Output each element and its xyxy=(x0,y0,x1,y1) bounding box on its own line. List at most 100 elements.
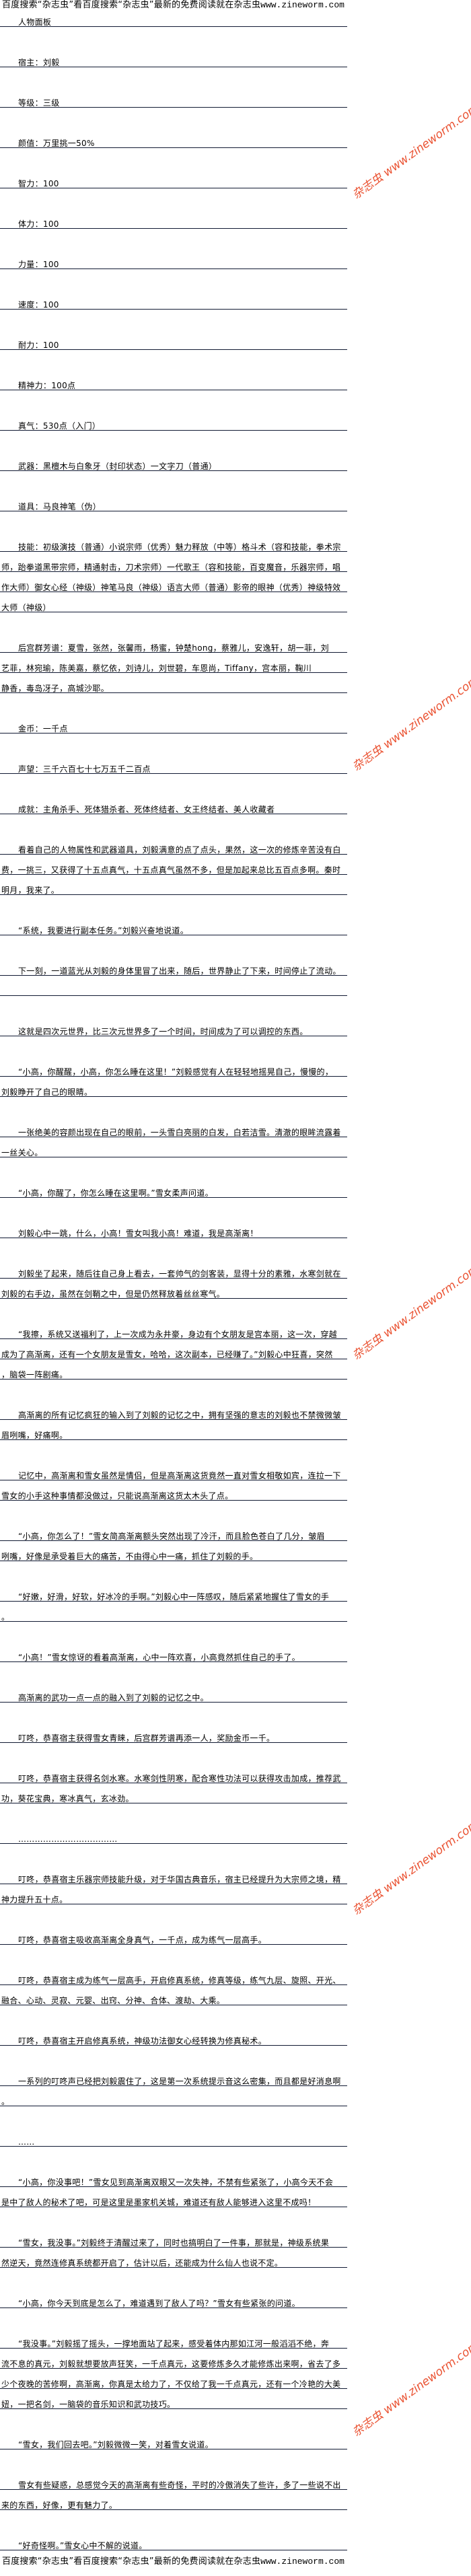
banner-url-link[interactable]: www.zineworm.com xyxy=(260,0,345,10)
text-line: ，脑袋一阵剧痛。 xyxy=(0,1365,347,1385)
paragraph: “我没事。”刘毅摇了摇头，一撑地面站了起来，感受着体内那如江河一般滔滔不绝，奔流… xyxy=(0,2334,347,2414)
paragraph: 精神力：100点 xyxy=(0,375,347,396)
paragraph: “我擦，系统又送福利了，上一次成为永井豪，身边有个女朋友是宫本丽，这一次，穿越成… xyxy=(0,1324,347,1385)
paragraph: …… xyxy=(0,2132,347,2152)
paragraph: 体力：100 xyxy=(0,214,347,234)
paragraph: 刘毅坐了起来，随后往自己身上看去，一套帅气的剑客装，显得十分的素雅，水寒剑就在刘… xyxy=(0,1264,347,1304)
paragraph: 声望：三千六百七十七万五千二百点 xyxy=(0,759,347,779)
text-line: 这就是四次元世界，比三次元世界多了一个时间，时间成为了可以调控的东西。 xyxy=(0,1022,347,1042)
paragraph: 刘毅心中一跳，什么，小高！雪女叫我小高！难道，我是高渐离！ xyxy=(0,1223,347,1244)
paragraph: 高渐离的所有记忆疯狂的输入到了刘毅的记忆之中，拥有坚强的意志的刘毅也不禁微微皱眉… xyxy=(0,1405,347,1445)
paragraph: 下一刻，一道蓝光从刘毅的身体里冒了出来，随后，世界静止了下来，时间停止了流动。 xyxy=(0,961,347,1001)
text-line: 雪女有些疑惑，总感觉今天的高渐离有些奇怪，平时的冷傲消失了些许，多了一些说不出 xyxy=(0,2475,347,2495)
banner-url-link[interactable]: www.zineworm.com xyxy=(260,2556,345,2567)
text-line: 叮咚，恭喜宿主乐器宗师技能升级，对于华国古典音乐，宿主已经提升为大宗师之境，精 xyxy=(0,1869,347,1890)
text-line: 刘毅心中一跳，什么，小高！雪女叫我小高！难道，我是高渐离！ xyxy=(0,1223,347,1244)
paragraph: 高渐离的武功一点一点的融入到了刘毅的记忆之中。 xyxy=(0,1688,347,1708)
paragraph: 耐力：100 xyxy=(0,335,347,355)
text-line: ……………………………… xyxy=(0,1829,347,1849)
text-line: 下一刻，一道蓝光从刘毅的身体里冒了出来，随后，世界静止了下来，时间停止了流动。 xyxy=(0,961,347,981)
text-line: 颜值：万里挑一50% xyxy=(0,133,347,153)
paragraph: 一系列的叮咚声已经把刘毅震住了，这是第一次系统提示音这么密集，而且都是好消息啊。 xyxy=(0,2071,347,2112)
paragraph: 颜值：万里挑一50% xyxy=(0,133,347,153)
paragraph: 后宫群芳谱：夏雪，张然，张馨雨，杨蜜，钟楚hong，蔡雅儿，安逸轩，胡一菲，刘艺… xyxy=(0,638,347,699)
text-line: 一张绝美的容颜出现在自己的眼前，一头雪白亮丽的白发，白若洁雪。清澈的眼眸流露着 xyxy=(0,1122,347,1143)
text-line: 记忆中，高渐离和雪女虽然是情侣，但是高渐离这货竟然一直对雪女相敬如宾，连拉一下 xyxy=(0,1466,347,1486)
paragraph: 雪女有些疑惑，总感觉今天的高渐离有些奇怪，平时的冷傲消失了些许，多了一些说不出来… xyxy=(0,2475,347,2515)
paragraph: 叮咚，恭喜宿主成为练气一层高手，开启修真系统，修真等级，练气九层、旋照、开光、融… xyxy=(0,1970,347,2011)
chapter-content: 人物面板 宿主：刘毅 等级：三级 颜值：万里挑一50% 智力：100 体力：100 力量：1… xyxy=(0,12,347,2576)
banner-text: 百度搜索“杂志虫”看百度搜索“杂志虫”最新的免费阅读就在杂志虫 xyxy=(2,2556,261,2567)
paragraph: 叮咚，恭喜宿主吸收高渐离全身真气，一千点，成为练气一层高手。 xyxy=(0,1930,347,1950)
paragraph: 叮咚，恭喜宿主获得雪女青睐，后宫群芳谱再添一人，奖励金币一千。 xyxy=(0,1728,347,1748)
text-line: 成为了高渐离，还有一个女朋友是雪女，哈哈，这次副本，已经赚了。”刘毅心中狂喜，突… xyxy=(0,1345,347,1365)
paragraph: 武器：黑檀木与白象牙（封印状态）一文字刀（普通） xyxy=(0,456,347,476)
header-banner: 百度搜索“杂志虫”看百度搜索“杂志虫”最新的免费阅读就在杂志虫www.zinew… xyxy=(2,0,345,11)
text-line: 看着自己的人物属性和武器道具，刘毅满意的点了点头，果然，这一次的修炼辛苦没有白 xyxy=(0,840,347,860)
text-line: 妞，一把名剑，一脑袋的音乐知识和武功技巧。 xyxy=(0,2394,347,2414)
text-line: 作大师）御女心经（神级）神笔马良（神级）语言大师（普通）影帝的眼神（优秀）神级特… xyxy=(0,577,347,598)
text-line: “雪女，我没事。”刘毅终于清醒过来了，同时也搞明白了一件事，那就是，神级系统果 xyxy=(0,2233,347,2253)
text-line: 流不息的真元，刘毅就想要放声狂笑，一千点真元，这要修炼多久才能修炼出来啊，省去了… xyxy=(0,2354,347,2374)
text-line: “小高，你醒醒，小高，你怎么睡在这里！”刘毅感觉有人在轻轻地摇晃自己，慢慢的， xyxy=(0,1062,347,1082)
text-line: 宿主：刘毅 xyxy=(0,52,347,73)
text-line: 刘毅的右手边，虽然在剑鞘之中，但是仍然释放着丝丝寒气。 xyxy=(0,1284,347,1304)
paragraph: 叮咚，恭喜宿主开启修真系统，神级功法御女心经转换为修真秘术。 xyxy=(0,2031,347,2051)
text-line: …… xyxy=(0,2132,347,2152)
text-line: 大师（神级） xyxy=(0,598,347,618)
watermark: 杂志虫 www.zineworm.com xyxy=(350,1817,471,1918)
text-line: “我没事。”刘毅摇了摇头，一撑地面站了起来，感受着体内那如江河一般滔滔不绝，奔 xyxy=(0,2334,347,2354)
text-line: 叮咚，恭喜宿主吸收高渐离全身真气，一千点，成为练气一层高手。 xyxy=(0,1930,347,1950)
paragraph: 一张绝美的容颜出现在自己的眼前，一头雪白亮丽的白发，白若洁雪。清澈的眼眸流露着一… xyxy=(0,1122,347,1163)
text-line: 功，葵花宝典，寒冰真气，玄冰劲。 xyxy=(0,1789,347,1809)
paragraph: “雪女，我们回去吧。”刘毅微微一笑，对着雪女说道。 xyxy=(0,2435,347,2455)
text-line: 费，一挑三，又获得了十五点真气，十五点真气虽然不多，但是加起来总比五百点多啊。秦… xyxy=(0,860,347,880)
paragraph: 速度：100 xyxy=(0,295,347,315)
watermark: 杂志虫 www.zineworm.com xyxy=(350,1262,471,1363)
paragraph: 道具：马良神笔（伪） xyxy=(0,497,347,517)
text-line: “好嫩，好滑，好软，好冰冷的手啊。”刘毅心中一阵感叹，随后紧紧地握住了雪女的手 xyxy=(0,1587,347,1607)
text-line: 金币：一千点 xyxy=(0,719,347,739)
text-line: 神力提升五十点。 xyxy=(0,1890,347,1910)
text-line: 明月，我来了。 xyxy=(0,880,347,900)
paragraph: ……………………………… xyxy=(0,1829,347,1849)
paragraph: “小高，你怎么了！”雪女简高渐离额头突然出现了冷汗，而且脸色苍白了几分，皱眉 咧嘴… xyxy=(0,1526,347,1567)
text-line: 智力：100 xyxy=(0,174,347,194)
text-line: “小高，你今天到底是怎么了，难道遇到了敌人了吗？”雪女有些紧张的问道。 xyxy=(0,2293,347,2314)
text-line: 来的东西，好像，更有魅力了。 xyxy=(0,2495,347,2515)
text-line: “小高，你醒了，你怎么睡在这里啊。”雪女柔声问道。 xyxy=(0,1183,347,1203)
text-line: “雪女，我们回去吧。”刘毅微微一笑，对着雪女说道。 xyxy=(0,2435,347,2455)
text-line: “小高，你没事吧！”雪女见到高渐离双眼又一次失神，不禁有些紧张了，小高今天不会 xyxy=(0,2172,347,2192)
text-line: 等级：三级 xyxy=(0,93,347,113)
text-line: “我擦，系统又送福利了，上一次成为永井豪，身边有个女朋友是宫本丽，这一次，穿越 xyxy=(0,1324,347,1345)
paragraph: “好奇怪啊。”雪女心中不解的说道。 xyxy=(0,2536,347,2556)
text-line: 咧嘴，好像是承受着巨大的痛苦，不由得心中一痛，抓住了刘毅的手。 xyxy=(0,1546,347,1567)
paragraph: “小高！”雪女惊讶的看着高渐离，心中一阵欢喜，小高竟然抓住自己的手了。 xyxy=(0,1647,347,1668)
paragraph: 真气：530点（入门） xyxy=(0,416,347,436)
paragraph: “雪女，我没事。”刘毅终于清醒过来了，同时也搞明白了一件事，那就是，神级系统果然… xyxy=(0,2233,347,2273)
paragraph: “小高，你醒醒，小高，你怎么睡在这里！”刘毅感觉有人在轻轻地摇晃自己，慢慢的，刘… xyxy=(0,1062,347,1102)
paragraph: 记忆中，高渐离和雪女虽然是情侣，但是高渐离这货竟然一直对雪女相敬如宾，连拉一下雪… xyxy=(0,1466,347,1506)
text-line: 。 xyxy=(0,1607,347,1627)
footer-banner: 百度搜索“杂志虫”看百度搜索“杂志虫”最新的免费阅读就在杂志虫www.zinew… xyxy=(2,2556,345,2567)
paragraph: 人物面板 xyxy=(0,12,347,32)
text-line: 精神力：100点 xyxy=(0,375,347,396)
text-line: 雪女的小手这种事情都没做过，只能说高渐离这货太木头了点。 xyxy=(0,1486,347,1506)
text-line: 是中了敌人的秘术了吧，可是这里是墨家机关城，难道还有敌人能够进入这里不成吗！ xyxy=(0,2192,347,2213)
paragraph: 宿主：刘毅 xyxy=(0,52,347,73)
text-line: 叮咚，恭喜宿主开启修真系统，神级功法御女心经转换为修真秘术。 xyxy=(0,2031,347,2051)
text-line: 一系列的叮咚声已经把刘毅震住了，这是第一次系统提示音这么密集，而且都是好消息啊 xyxy=(0,2071,347,2091)
text-line: 叮咚，恭喜宿主成为练气一层高手，开启修真系统，修真等级，练气九层、旋照、开光、 xyxy=(0,1970,347,1991)
text-line: 声望：三千六百七十七万五千二百点 xyxy=(0,759,347,779)
paragraph: 看着自己的人物属性和武器道具，刘毅满意的点了点头，果然，这一次的修炼辛苦没有白费… xyxy=(0,840,347,900)
text-line: 高渐离的武功一点一点的融入到了刘毅的记忆之中。 xyxy=(0,1688,347,1708)
watermark: 杂志虫 www.zineworm.com xyxy=(350,101,471,202)
watermark: 杂志虫 www.zineworm.com xyxy=(350,2338,471,2439)
text-line: 成就：主角杀手、死体猎杀者、死体终结者、女王终结者、美人收藏者 xyxy=(0,799,347,820)
paragraph: “系统，我要进行副本任务。”刘毅兴奋地说道。 xyxy=(0,921,347,941)
banner-text: 百度搜索“杂志虫”看百度搜索“杂志虫”最新的免费阅读就在杂志虫 xyxy=(2,0,261,10)
text-line: 高渐离的所有记忆疯狂的输入到了刘毅的记忆之中，拥有坚强的意志的刘毅也不禁微微皱 xyxy=(0,1405,347,1425)
text-line: 武器：黑檀木与白象牙（封印状态）一文字刀（普通） xyxy=(0,456,347,476)
text-line: 速度：100 xyxy=(0,295,347,315)
text-line: 然逆天，竟然连修真系统都开启了，估计以后，还能成为什么仙人也说不定。 xyxy=(0,2253,347,2273)
